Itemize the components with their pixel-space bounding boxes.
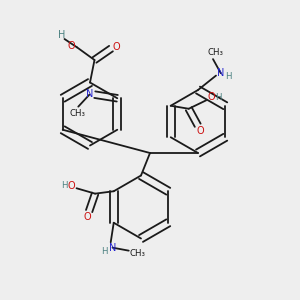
Text: N: N: [109, 243, 116, 253]
Text: O: O: [196, 126, 204, 136]
Text: CH₃: CH₃: [70, 109, 86, 118]
Text: N: N: [217, 68, 224, 78]
Text: H: H: [225, 72, 231, 81]
Text: O: O: [67, 181, 75, 191]
Text: H: H: [58, 30, 66, 40]
Text: O: O: [83, 212, 91, 222]
Text: H: H: [101, 247, 108, 256]
Text: N: N: [86, 89, 93, 99]
Text: CH₃: CH₃: [207, 48, 224, 57]
Text: H: H: [215, 93, 222, 102]
Text: O: O: [112, 42, 120, 52]
Text: O: O: [68, 41, 76, 51]
Text: O: O: [208, 92, 215, 102]
Text: H: H: [61, 181, 67, 190]
Text: CH₃: CH₃: [130, 249, 146, 258]
